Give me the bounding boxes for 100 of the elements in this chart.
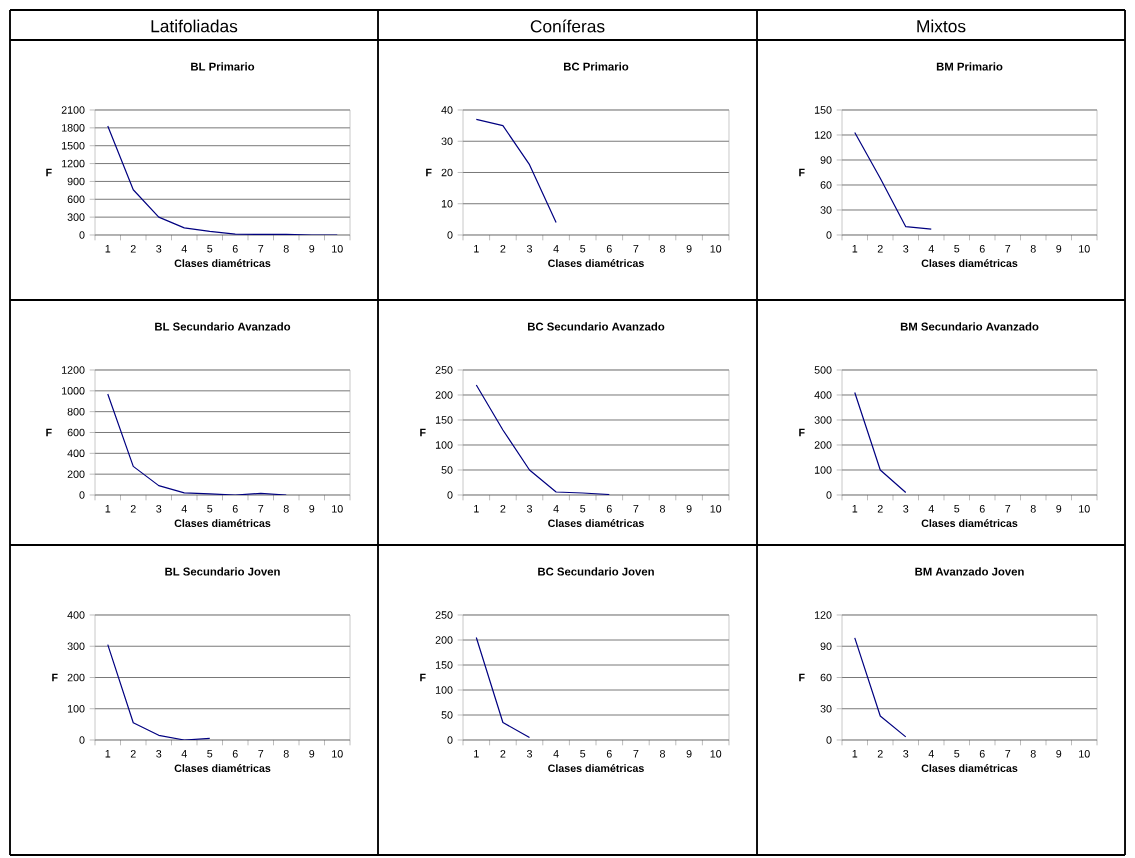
x-tick-label: 6 bbox=[606, 245, 612, 253]
y-tick-label: 1000 bbox=[62, 387, 85, 395]
y-tick-label: 600 bbox=[67, 428, 85, 437]
x-tick-label: 6 bbox=[979, 750, 985, 758]
x-tick-label: 1 bbox=[105, 750, 111, 758]
x-tick-label: 7 bbox=[633, 505, 639, 513]
x-tick-label: 5 bbox=[580, 505, 586, 513]
x-tick-label: 1 bbox=[474, 505, 479, 513]
x-tick-label: 5 bbox=[207, 505, 213, 513]
y-tick-label: 250 bbox=[435, 611, 453, 619]
x-tick-label: 9 bbox=[686, 505, 692, 513]
x-tick-label: 4 bbox=[181, 750, 187, 758]
chart-title: BC Primario bbox=[564, 62, 629, 71]
x-tick-label: 5 bbox=[954, 505, 960, 513]
x-tick-label: 6 bbox=[979, 505, 985, 513]
x-tick-label: 7 bbox=[1005, 245, 1011, 253]
x-axis-title: Clases diamétricas bbox=[548, 259, 644, 268]
x-tick-label: 4 bbox=[928, 245, 934, 253]
x-tick-label: 10 bbox=[332, 505, 343, 513]
x-tick-label: 2 bbox=[130, 505, 136, 513]
y-tick-label: 150 bbox=[435, 416, 453, 424]
chart-title: BM Avanzado Joven bbox=[915, 567, 1024, 576]
y-tick-label: 60 bbox=[820, 673, 832, 682]
x-tick-label: 2 bbox=[130, 750, 136, 758]
y-tick-label: 120 bbox=[814, 131, 832, 139]
y-axis-title: F bbox=[420, 673, 426, 682]
y-tick-label: 150 bbox=[814, 106, 832, 114]
x-tick-label: 6 bbox=[232, 245, 238, 253]
y-tick-label: 90 bbox=[820, 156, 832, 164]
x-tick-label: 7 bbox=[1005, 750, 1011, 758]
x-tick-label: 10 bbox=[1079, 750, 1090, 758]
x-tick-label: 7 bbox=[258, 750, 264, 758]
x-tick-label: 8 bbox=[1030, 505, 1036, 513]
x-tick-label: 3 bbox=[526, 245, 532, 253]
x-tick-label: 5 bbox=[207, 245, 213, 253]
x-tick-label: 6 bbox=[232, 750, 238, 758]
x-tick-label: 7 bbox=[258, 245, 264, 253]
x-tick-label: 4 bbox=[181, 505, 187, 513]
y-tick-label: 300 bbox=[67, 213, 85, 221]
y-tick-label: 600 bbox=[67, 195, 85, 204]
x-tick-label: 6 bbox=[606, 505, 612, 513]
y-tick-label: 900 bbox=[67, 177, 85, 186]
x-tick-label: 6 bbox=[979, 245, 985, 253]
y-tick-label: 10 bbox=[441, 199, 453, 208]
x-tick-label: 3 bbox=[156, 505, 162, 513]
chart-title: BL Primario bbox=[191, 62, 255, 71]
y-tick-label: 200 bbox=[67, 673, 85, 682]
x-tick-label: 3 bbox=[903, 245, 909, 253]
x-tick-label: 4 bbox=[181, 245, 187, 253]
x-tick-label: 2 bbox=[500, 505, 506, 513]
chart-title: BC Secundario Avanzado bbox=[528, 322, 665, 331]
x-tick-label: 7 bbox=[633, 245, 639, 253]
x-tick-label: 9 bbox=[1056, 245, 1062, 253]
y-tick-label: 100 bbox=[435, 686, 453, 694]
y-tick-label: 150 bbox=[435, 661, 453, 669]
x-tick-label: 10 bbox=[710, 245, 722, 253]
x-tick-label: 10 bbox=[332, 750, 343, 758]
chart-title: BM Primario bbox=[936, 62, 1003, 71]
y-axis-title: F bbox=[46, 168, 52, 177]
x-axis-title: Clases diamétricas bbox=[921, 764, 1018, 773]
chart-title: BL Secundario Avanzado bbox=[155, 322, 291, 331]
y-tick-label: 0 bbox=[447, 491, 453, 499]
y-tick-label: 30 bbox=[820, 704, 832, 713]
y-axis-title: F bbox=[420, 428, 426, 437]
text: Mixtos bbox=[917, 19, 966, 33]
x-tick-label: 10 bbox=[710, 505, 722, 513]
x-tick-label: 5 bbox=[580, 750, 586, 758]
y-tick-label: 100 bbox=[67, 704, 85, 713]
text: Coníferas bbox=[530, 19, 605, 33]
x-tick-label: 1 bbox=[852, 245, 858, 253]
y-tick-label: 200 bbox=[435, 391, 453, 399]
y-tick-label: 1200 bbox=[62, 366, 85, 374]
y-axis-title: F bbox=[46, 428, 52, 437]
y-axis-title: F bbox=[52, 673, 58, 682]
chart-title: BM Secundario Avanzado bbox=[900, 322, 1039, 331]
y-tick-label: 1500 bbox=[62, 141, 85, 150]
x-tick-label: 3 bbox=[156, 750, 162, 758]
y-tick-label: 800 bbox=[67, 407, 85, 416]
y-tick-label: 50 bbox=[441, 466, 453, 474]
line-series bbox=[107, 125, 338, 235]
x-tick-label: 6 bbox=[232, 505, 238, 513]
x-tick-label: 5 bbox=[207, 750, 213, 758]
x-tick-label: 8 bbox=[1030, 750, 1036, 758]
x-tick-label: 4 bbox=[928, 505, 934, 513]
x-tick-label: 8 bbox=[283, 750, 289, 758]
x-axis-title: Clases diamétricas bbox=[548, 519, 644, 528]
chart-title: BL Secundario Joven bbox=[165, 567, 280, 576]
y-tick-label: 1200 bbox=[62, 159, 85, 168]
x-tick-label: 1 bbox=[474, 750, 479, 758]
x-tick-label: 1 bbox=[852, 750, 858, 758]
y-tick-label: 200 bbox=[814, 441, 832, 449]
x-tick-label: 1 bbox=[105, 245, 111, 253]
chart-title: BC Secundario Joven bbox=[538, 567, 654, 576]
x-tick-label: 2 bbox=[500, 750, 506, 758]
x-tick-label: 7 bbox=[1005, 505, 1011, 513]
line-series bbox=[475, 384, 610, 495]
line-series bbox=[107, 644, 211, 740]
y-tick-label: 100 bbox=[814, 466, 832, 474]
x-tick-label: 1 bbox=[852, 505, 858, 513]
y-axis-title: F bbox=[426, 168, 432, 177]
